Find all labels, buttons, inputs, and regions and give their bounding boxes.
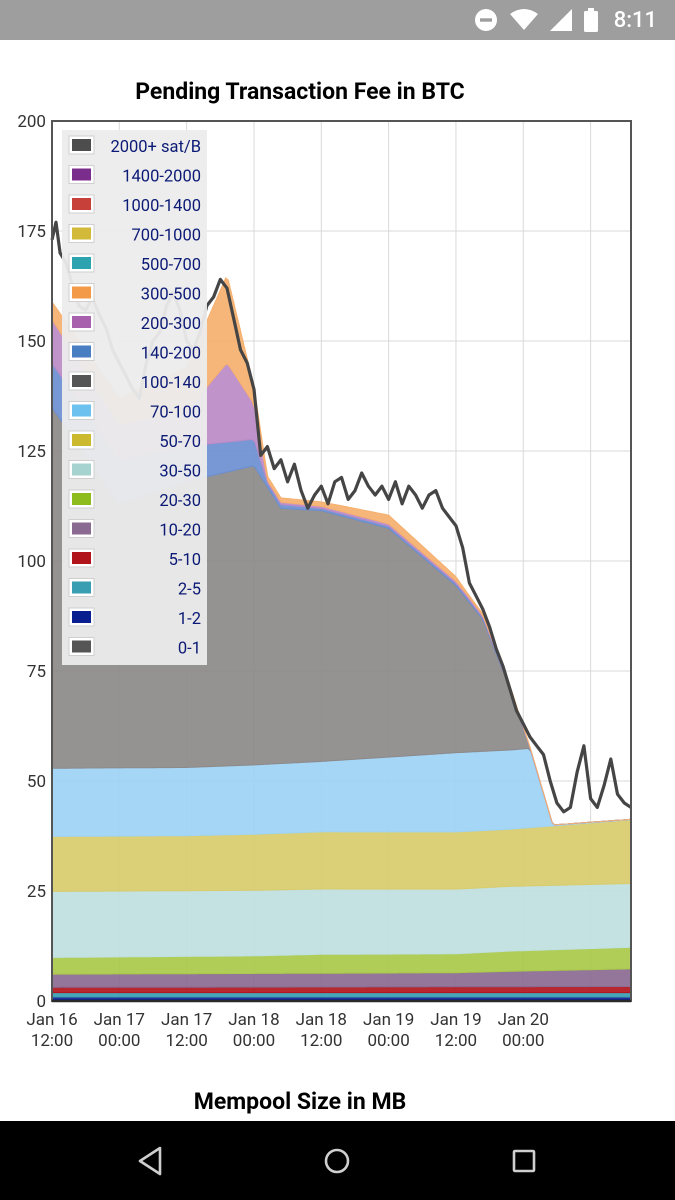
legend-label: 0-1 (178, 640, 201, 659)
legend-label: 100-140 (141, 374, 201, 393)
legend-label: 10-20 (159, 522, 201, 541)
x-tick-label: Jan 17 (94, 1010, 145, 1030)
legend-swatch (72, 404, 91, 417)
cellular-signal-icon (549, 9, 572, 31)
y-tick-label: 200 (17, 112, 46, 132)
y-tick-label: 75 (27, 662, 46, 682)
recents-icon[interactable] (506, 1143, 542, 1179)
x-tick-label: Jan 20 (498, 1010, 549, 1030)
x-tick-label: 00:00 (367, 1031, 409, 1051)
legend-label: 200-300 (141, 315, 201, 334)
legend-swatch (72, 139, 91, 151)
legend-swatch (72, 198, 91, 210)
legend: 2000+ sat/B 1400-2000 1000-1400 700-1000 500… (62, 130, 207, 665)
y-tick-label: 125 (17, 442, 46, 462)
y-tick-label: 175 (17, 222, 46, 242)
legend-label: 1000-1400 (122, 197, 201, 216)
legend-label: 20-30 (159, 492, 201, 511)
clock-time: 8:11 (613, 7, 657, 33)
x-tick-label: Jan 18 (296, 1010, 347, 1030)
status-bar: 8:11 (0, 0, 675, 40)
legend-label: 1-2 (178, 610, 201, 629)
y-tick-label: 50 (27, 772, 46, 792)
x-tick-label: 00:00 (98, 1031, 140, 1051)
legend-swatch (72, 463, 91, 476)
wifi-icon (509, 9, 538, 30)
y-tick-label: 150 (17, 332, 46, 352)
y-tick-label: 0 (36, 992, 46, 1012)
x-tick-label: 12:00 (435, 1031, 477, 1051)
x-tick-label: Jan 17 (161, 1010, 212, 1030)
y-tick-label: 100 (17, 552, 46, 572)
x-tick-label: Jan 19 (430, 1010, 481, 1030)
x-tick-label: 00:00 (233, 1031, 275, 1051)
legend-label: 1400-2000 (122, 168, 201, 187)
legend-swatch (72, 316, 91, 328)
legend-swatch (72, 345, 91, 358)
legend-box (62, 130, 207, 665)
legend-swatch (72, 552, 91, 564)
x-tick-label: 12:00 (31, 1031, 73, 1051)
navigation-bar (0, 1121, 675, 1200)
legend-swatch (72, 581, 91, 594)
y-tick-label: 25 (27, 882, 46, 902)
x-tick-label: 12:00 (300, 1031, 342, 1051)
x-tick-label: Jan 16 (26, 1010, 77, 1030)
x-tick-label: 00:00 (502, 1031, 544, 1051)
mempool-chart-title: Mempool Size in MB (193, 1088, 407, 1115)
legend-swatch (72, 168, 91, 181)
legend-label: 700-1000 (132, 227, 201, 246)
legend-label: 30-50 (159, 463, 201, 482)
do-not-disturb-icon (474, 9, 497, 31)
legend-swatch (72, 434, 91, 446)
legend-label: 500-700 (141, 256, 201, 275)
x-tick-label: 12:00 (165, 1031, 207, 1051)
legend-swatch (72, 227, 91, 240)
chart-title: Pending Transaction Fee in BTC (135, 78, 465, 105)
legend-swatch (72, 257, 91, 269)
legend-swatch (72, 375, 91, 387)
legend-label: 300-500 (141, 286, 201, 305)
x-tick-label: Jan 18 (228, 1010, 279, 1030)
legend-swatch (72, 611, 91, 623)
y-axis: 0 25 50 75 100 125 150 175 200 (17, 112, 46, 1012)
x-tick-label: Jan 19 (363, 1010, 414, 1030)
area-30-50 (51, 882, 632, 958)
legend-label: 5-10 (169, 551, 201, 570)
area-2-5 (51, 992, 632, 998)
legend-swatch (72, 493, 91, 505)
legend-swatch (72, 522, 91, 535)
legend-label: 2000+ sat/B (110, 138, 201, 157)
back-icon[interactable] (132, 1143, 168, 1179)
legend-label: 50-70 (159, 433, 201, 452)
legend-swatch (72, 640, 91, 653)
legend-label: 70-100 (150, 404, 201, 423)
legend-label: 2-5 (178, 581, 201, 600)
legend-label: 140-200 (141, 345, 201, 364)
legend-swatch (72, 286, 91, 299)
battery-icon (583, 8, 598, 32)
home-icon[interactable] (319, 1143, 355, 1179)
